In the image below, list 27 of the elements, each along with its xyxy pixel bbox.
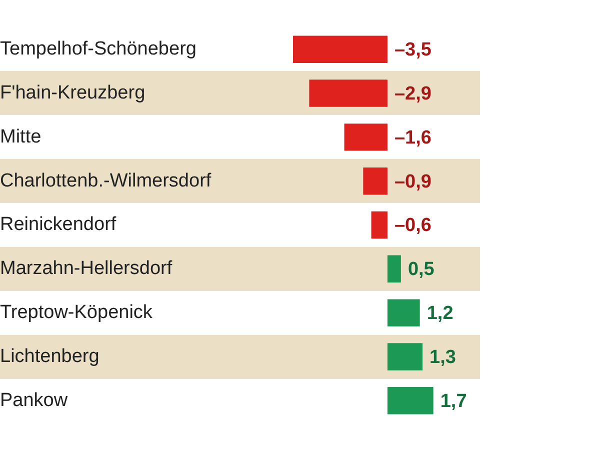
- bar: [387, 387, 434, 414]
- bar: [344, 124, 388, 151]
- data-label: –3,5: [394, 40, 432, 61]
- bar: [387, 343, 423, 370]
- y-tick-label: Reinickendorf: [0, 214, 117, 236]
- bar: [371, 211, 388, 239]
- y-tick-label: Treptow-Köpenick: [0, 302, 153, 324]
- y-tick-label: Mitte: [0, 126, 42, 148]
- y-tick-label: Tempelhof-Schöneberg: [0, 38, 196, 60]
- data-label: 1,3: [430, 346, 456, 368]
- data-label: –2,9: [394, 84, 432, 104]
- bar: [309, 80, 388, 107]
- bar: [293, 36, 388, 63]
- data-label: 1,7: [440, 390, 467, 412]
- data-label: –0,9: [394, 171, 432, 192]
- bar: [387, 255, 401, 283]
- bar: [363, 167, 388, 195]
- y-tick-label: Pankow: [0, 390, 68, 411]
- data-label: –1,6: [394, 127, 432, 148]
- y-tick-label: Lichtenberg: [0, 346, 100, 367]
- data-label: 1,2: [426, 303, 454, 324]
- y-tick-label: F'hain-Kreuzberg: [0, 82, 146, 104]
- data-label: 0,5: [408, 259, 435, 280]
- y-tick-label: Marzahn-Hellersdorf: [0, 258, 173, 280]
- data-label: –0,6: [394, 215, 432, 236]
- bar: [387, 299, 420, 326]
- y-tick-label: Charlottenb.-Wilmersdorf: [0, 170, 212, 192]
